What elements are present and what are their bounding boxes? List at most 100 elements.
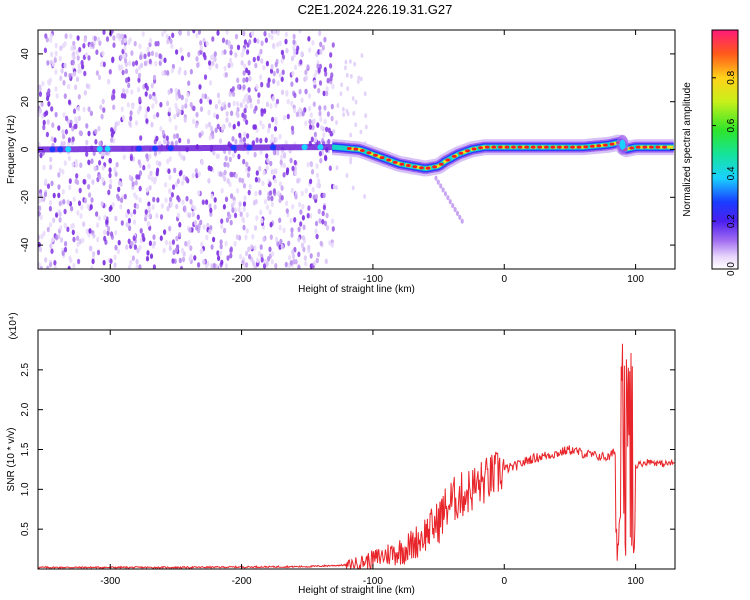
noise-speckle bbox=[245, 119, 248, 125]
noise-speckle bbox=[49, 157, 52, 163]
ridge-peak bbox=[603, 144, 608, 147]
ridge-peak bbox=[353, 148, 358, 151]
noise-speckle bbox=[59, 76, 62, 82]
ridge-blob bbox=[105, 146, 111, 152]
noise-speckle bbox=[146, 256, 149, 262]
noise-speckle bbox=[234, 241, 237, 247]
noise-speckle bbox=[84, 198, 87, 204]
noise-speckle bbox=[224, 66, 227, 72]
noise-speckle bbox=[294, 194, 297, 200]
x-tick-label: -300 bbox=[100, 274, 120, 285]
noise-speckle bbox=[266, 204, 269, 210]
noise-speckle bbox=[285, 201, 288, 207]
noise-speckle bbox=[84, 90, 87, 96]
noise-speckle bbox=[340, 82, 343, 87]
noise-speckle bbox=[114, 126, 117, 132]
noise-speckle bbox=[346, 173, 349, 178]
noise-speckle bbox=[47, 119, 50, 125]
noise-speckle bbox=[269, 209, 272, 215]
noise-speckle bbox=[114, 245, 117, 251]
noise-speckle bbox=[266, 102, 269, 108]
noise-speckle bbox=[225, 117, 228, 123]
noise-speckle bbox=[132, 61, 135, 67]
noise-speckle bbox=[236, 234, 239, 240]
noise-speckle bbox=[72, 137, 75, 143]
noise-speckle bbox=[242, 31, 245, 37]
noise-speckle bbox=[203, 224, 206, 230]
noise-speckle bbox=[54, 69, 57, 75]
noise-speckle bbox=[312, 187, 315, 193]
noise-speckle bbox=[260, 218, 263, 224]
noise-speckle bbox=[51, 122, 54, 128]
noise-speckle bbox=[243, 183, 246, 189]
noise-speckle bbox=[138, 97, 141, 103]
noise-speckle bbox=[271, 169, 274, 175]
noise-speckle bbox=[246, 133, 249, 139]
noise-speckle bbox=[103, 229, 106, 235]
noise-speckle bbox=[151, 83, 154, 89]
noise-speckle bbox=[148, 154, 151, 160]
noise-speckle bbox=[77, 55, 80, 61]
noise-speckle bbox=[237, 45, 240, 51]
noise-speckle bbox=[282, 70, 285, 76]
noise-speckle bbox=[353, 62, 356, 67]
noise-speckle bbox=[299, 209, 302, 215]
noise-speckle bbox=[291, 71, 294, 77]
noise-speckle bbox=[95, 49, 98, 55]
noise-speckle bbox=[127, 83, 130, 89]
noise-speckle bbox=[182, 257, 185, 263]
noise-speckle bbox=[127, 102, 130, 108]
noise-speckle bbox=[43, 120, 46, 126]
ridge-peak bbox=[360, 149, 365, 152]
noise-speckle bbox=[272, 96, 275, 102]
noise-speckle bbox=[181, 95, 184, 101]
noise-speckle bbox=[323, 105, 326, 111]
noise-speckle bbox=[42, 125, 45, 131]
noise-speckle bbox=[277, 191, 280, 197]
noise-speckle bbox=[64, 72, 67, 78]
x-tick-label: -300 bbox=[100, 576, 120, 587]
noise-speckle bbox=[265, 37, 268, 43]
noise-speckle bbox=[254, 152, 257, 158]
noise-speckle bbox=[76, 210, 79, 216]
noise-speckle bbox=[83, 179, 86, 185]
noise-speckle bbox=[240, 102, 243, 108]
noise-speckle bbox=[310, 162, 313, 168]
noise-speckle bbox=[171, 192, 174, 198]
noise-speckle bbox=[277, 81, 280, 87]
noise-speckle bbox=[308, 47, 311, 53]
noise-speckle bbox=[75, 162, 78, 168]
noise-speckle bbox=[59, 217, 62, 223]
noise-speckle bbox=[230, 111, 233, 117]
noise-speckle bbox=[136, 259, 139, 265]
noise-speckle bbox=[260, 82, 263, 88]
noise-speckle bbox=[307, 36, 310, 42]
noise-speckle bbox=[317, 178, 320, 184]
noise-speckle bbox=[307, 205, 310, 211]
noise-speckle bbox=[125, 78, 128, 84]
noise-speckle bbox=[354, 122, 357, 127]
noise-speckle bbox=[285, 32, 288, 38]
noise-speckle bbox=[49, 164, 52, 170]
x-tick-label: 100 bbox=[627, 274, 644, 285]
noise-speckle bbox=[149, 38, 152, 44]
noise-speckle bbox=[69, 34, 72, 40]
tail-speckle bbox=[458, 215, 461, 220]
ridge-peak bbox=[596, 144, 601, 147]
noise-speckle bbox=[110, 231, 113, 237]
noise-speckle bbox=[78, 116, 81, 122]
noise-speckle bbox=[116, 33, 119, 39]
noise-speckle bbox=[117, 249, 120, 255]
noise-speckle bbox=[159, 102, 162, 108]
x-tick-label: 0 bbox=[501, 274, 507, 285]
noise-speckle bbox=[92, 233, 95, 239]
noise-speckle bbox=[195, 225, 198, 231]
noise-speckle bbox=[291, 204, 294, 210]
ridge-blob bbox=[57, 146, 63, 152]
noise-speckle bbox=[68, 73, 71, 79]
ridge-blob bbox=[270, 144, 276, 150]
noise-speckle bbox=[300, 51, 303, 57]
noise-speckle bbox=[319, 151, 322, 157]
noise-speckle bbox=[222, 38, 225, 44]
noise-speckle bbox=[114, 262, 117, 268]
